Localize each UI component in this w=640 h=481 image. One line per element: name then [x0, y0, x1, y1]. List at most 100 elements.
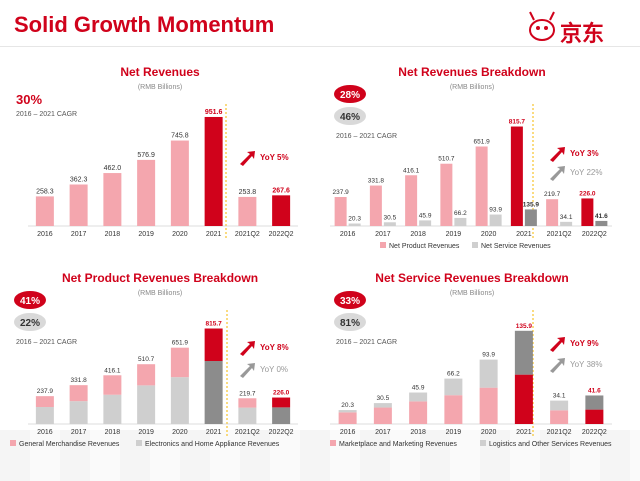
cagr-value: 81% [340, 318, 360, 329]
bar-product [405, 175, 418, 226]
bar-product [369, 185, 382, 226]
bar-segment-lower [550, 410, 569, 424]
legend-swatch [380, 242, 386, 248]
x-tick-label: 2021 [206, 231, 222, 238]
bar-value-label: 135.9 [523, 201, 540, 208]
x-tick-label: 2019 [446, 231, 462, 238]
bar-segment-upper [272, 397, 291, 408]
yoy-up-arrow-red-icon [550, 337, 565, 352]
chart-subtitle: (RMB Billions) [450, 84, 494, 91]
logo-text: 京东 [560, 22, 605, 47]
bar-value-label: 253.8 [239, 189, 257, 196]
bar-value-label: 951.6 [205, 109, 223, 116]
x-tick-label: 2022Q2 [269, 231, 294, 238]
x-tick-label: 2021 [206, 429, 222, 436]
bar-segment-lower [514, 374, 533, 424]
legend-label: Net Service Revenues [481, 243, 551, 250]
bar-segment-lower [35, 407, 54, 424]
bar-total-label: 30.5 [377, 395, 390, 402]
legend-swatch [330, 440, 336, 446]
chart-title: Net Product Revenues Breakdown [62, 271, 258, 285]
bar-product [334, 196, 347, 226]
bar-value-label: 93.9 [489, 207, 502, 214]
x-tick-label: 2020 [481, 429, 497, 436]
bar-total-label: 66.2 [447, 371, 460, 378]
bar-segment-lower [373, 407, 392, 424]
yoy-up-arrow-grey-icon [550, 358, 565, 373]
bar-segment-upper [373, 403, 392, 408]
bar-value-label: 219.7 [544, 191, 561, 198]
bar-segment-lower [444, 395, 463, 424]
bar-segment-upper [69, 385, 88, 402]
x-tick-label: 2019 [138, 429, 154, 436]
x-tick-label: 2016 [37, 429, 53, 436]
cagr-value: 30% [16, 92, 42, 107]
x-tick-label: 2021Q2 [547, 429, 572, 436]
cagr-caption: 2016 – 2021 CAGR [336, 339, 397, 346]
bar-value-label: 45.9 [419, 212, 432, 219]
bar-segment-lower [137, 385, 156, 424]
bar-value-label: 510.7 [438, 156, 455, 163]
bar-product [581, 198, 594, 226]
bar-total-label: 41.6 [588, 387, 601, 394]
header-divider [0, 46, 640, 47]
legend-swatch [10, 440, 16, 446]
bar [103, 173, 122, 226]
x-tick-label: 2019 [446, 429, 462, 436]
legend-swatch [480, 440, 486, 446]
bar-segment-lower [272, 407, 291, 424]
bar-service [595, 220, 608, 226]
bar-product [440, 163, 453, 226]
bar-service [560, 221, 573, 226]
bar-product [475, 146, 488, 226]
bar-segment-upper [409, 392, 428, 402]
bar-segment-upper [137, 364, 156, 386]
yoy-label: YoY 38% [570, 360, 602, 369]
bar [35, 196, 54, 226]
yoy-up-arrow-grey-icon [240, 363, 255, 378]
legend-label: Electronics and Home Appliance Revenues [145, 441, 280, 448]
x-tick-label: 2020 [481, 231, 497, 238]
bar-service [348, 223, 361, 226]
bar-total-label: 331.8 [70, 377, 87, 384]
bar-segment-lower [585, 409, 604, 424]
yoy-up-arrow-red-icon [240, 341, 255, 356]
bar-total-label: 651.9 [172, 340, 189, 347]
bar-segment-upper [204, 328, 223, 362]
bar [137, 159, 156, 226]
bar-segment-upper [238, 398, 257, 408]
bar-segment-lower [170, 377, 189, 424]
cagr-badge-red [334, 291, 366, 309]
bar-service [383, 222, 396, 226]
x-tick-label: 2019 [138, 231, 154, 238]
x-tick-label: 2016 [340, 429, 356, 436]
bar-value-label: 258.3 [36, 188, 54, 195]
x-tick-label: 2021 [516, 429, 532, 436]
legend-label: Logistics and Other Services Revenues [489, 441, 612, 448]
bar-value-label: 416.1 [403, 167, 420, 174]
bar-value-label: 362.3 [70, 176, 88, 183]
bar-value-label: 651.9 [473, 139, 490, 146]
x-tick-label: 2020 [172, 429, 188, 436]
cagr-value: 33% [340, 296, 360, 307]
x-tick-label: 2018 [410, 231, 426, 238]
cagr-value: 46% [340, 112, 360, 123]
bar-segment-lower [409, 401, 428, 424]
bar-service [489, 214, 502, 226]
bar [204, 116, 223, 226]
cagr-badge-grey [14, 313, 46, 331]
x-tick-label: 2017 [375, 231, 391, 238]
bar-service [454, 217, 467, 226]
bar-value-label: 815.7 [509, 119, 526, 126]
bar-value-label: 745.8 [171, 133, 189, 140]
cagr-caption: 2016 – 2021 CAGR [16, 339, 77, 346]
bar-value-label: 30.5 [384, 214, 397, 221]
bar-value-label: 34.1 [560, 214, 573, 221]
chart-subtitle: (RMB Billions) [138, 290, 182, 297]
yoy-up-arrow-red-icon [550, 147, 565, 162]
bar-segment-lower [204, 361, 223, 424]
bar-service [419, 220, 432, 226]
x-tick-label: 2018 [105, 231, 121, 238]
x-tick-label: 2022Q2 [582, 429, 607, 436]
